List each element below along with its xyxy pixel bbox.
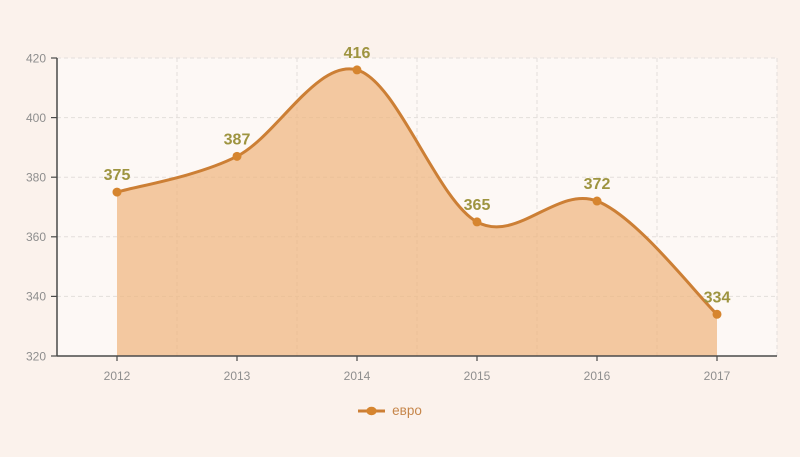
legend-label: евро [392, 403, 422, 418]
data-point-marker[interactable] [472, 217, 482, 227]
x-tick-label: 2017 [704, 369, 731, 383]
data-point-label: 365 [464, 197, 491, 214]
y-tick-label: 320 [26, 349, 46, 363]
data-point-label: 416 [344, 45, 371, 62]
y-tick-label: 380 [26, 171, 46, 185]
y-tick-label: 420 [26, 51, 46, 65]
series-area-fill [117, 68, 717, 357]
y-tick-label: 340 [26, 290, 46, 304]
data-point-label: 375 [104, 167, 131, 184]
data-point-marker[interactable] [232, 151, 242, 161]
x-tick-label: 2015 [464, 369, 491, 383]
data-point-marker[interactable] [112, 187, 122, 197]
data-point-label: 372 [584, 176, 611, 193]
y-tick-label: 360 [26, 230, 46, 244]
y-tick-label: 400 [26, 111, 46, 125]
x-tick-label: 2014 [344, 369, 371, 383]
x-tick-label: 2012 [104, 369, 131, 383]
data-point-label: 334 [704, 289, 731, 306]
data-point-marker[interactable] [712, 309, 722, 319]
legend-line-marker-icon [358, 406, 386, 415]
data-point-label: 387 [224, 131, 251, 148]
data-point-marker[interactable] [592, 196, 602, 206]
legend[interactable]: евро [0, 403, 780, 418]
data-point-marker[interactable] [352, 65, 362, 75]
x-tick-label: 2016 [584, 369, 611, 383]
x-tick-label: 2013 [224, 369, 251, 383]
